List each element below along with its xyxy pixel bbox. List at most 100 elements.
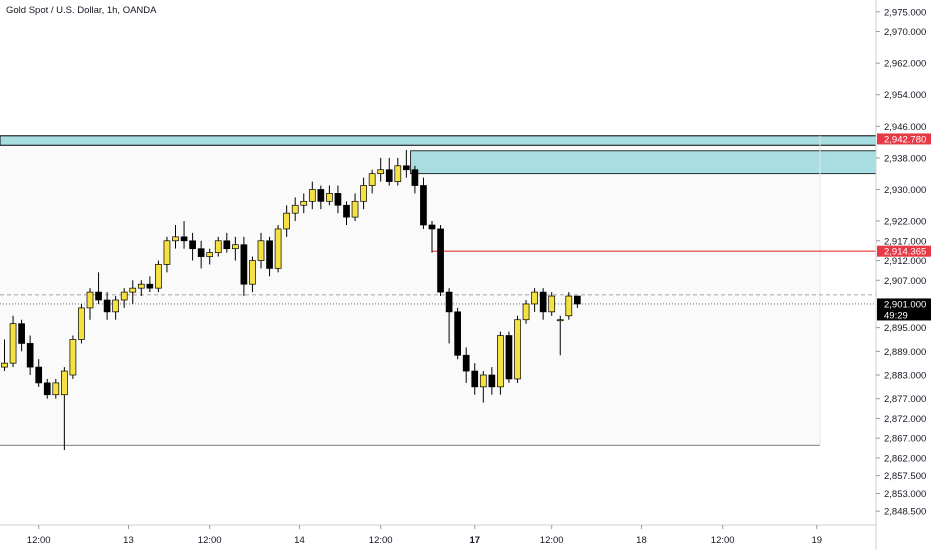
x-tick-label: 19 xyxy=(811,535,822,546)
y-tick-label: 2,848.500 xyxy=(884,507,926,518)
bearish-candle xyxy=(437,228,444,293)
chart-title: Gold Spot / U.S. Dollar, 1h, OANDA xyxy=(6,5,157,16)
bearish-candle xyxy=(26,343,34,368)
y-tick-label: 2,962.000 xyxy=(884,59,926,70)
bullish-candle xyxy=(249,260,256,285)
bearish-candle xyxy=(573,295,581,305)
bullish-candle xyxy=(326,193,333,202)
bearish-candle xyxy=(180,236,188,242)
y-tick-label: 2,889.000 xyxy=(884,347,926,358)
bullish-candle xyxy=(214,240,222,253)
x-tick-label: 12:00 xyxy=(198,535,222,546)
resistance-price-tag-bg xyxy=(877,245,931,257)
bullish-candle xyxy=(351,200,359,218)
bullish-candle xyxy=(360,185,367,202)
bullish-candle xyxy=(137,283,145,289)
upper-zone-price-tag: 2,942.780 xyxy=(884,134,926,145)
y-tick-label: 2,862.000 xyxy=(884,453,926,464)
y-tick-label: 2,938.000 xyxy=(884,153,926,164)
bullish-candle xyxy=(60,370,68,396)
y-tick-label: 2,970.000 xyxy=(884,27,926,38)
bearish-candle xyxy=(266,240,273,269)
y-tick-label: 2,877.000 xyxy=(884,394,926,405)
x-tick-label: 14 xyxy=(294,535,305,546)
bearish-candle xyxy=(488,374,496,388)
bullish-candle xyxy=(155,264,162,289)
bullish-candle xyxy=(300,200,308,206)
bearish-candle xyxy=(197,248,205,257)
y-tick-label: 2,853.000 xyxy=(884,489,926,500)
bearish-candle xyxy=(428,224,436,230)
bullish-candle xyxy=(556,319,564,322)
y-tick-label: 2,907.000 xyxy=(884,276,926,287)
x-tick-label: 12:00 xyxy=(711,535,735,546)
x-tick-label: 12:00 xyxy=(27,535,51,546)
bullish-candle xyxy=(257,240,265,261)
resistance-price-tag: 2,914.365 xyxy=(884,247,926,258)
bullish-candle xyxy=(112,299,120,313)
x-tick-label: 17 xyxy=(469,535,480,546)
bullish-candle xyxy=(163,240,171,265)
bearish-candle xyxy=(411,169,419,186)
bearish-candle xyxy=(454,311,461,356)
bullish-candle xyxy=(394,165,402,182)
bullish-candle xyxy=(274,228,282,269)
last-price-tag: 2,901.000 xyxy=(884,299,926,310)
bearish-candle xyxy=(146,283,154,289)
bullish-candle xyxy=(479,374,487,388)
bullish-candle xyxy=(283,212,290,230)
bullish-candle xyxy=(52,382,60,396)
bullish-candle xyxy=(565,295,573,317)
bullish-candle xyxy=(172,236,179,242)
bullish-candle xyxy=(69,339,77,376)
bullish-candle xyxy=(522,303,530,321)
bearish-candle xyxy=(240,244,248,285)
y-tick-label: 2,883.000 xyxy=(884,371,926,382)
y-tick-label: 2,930.000 xyxy=(884,185,926,196)
bearish-candle xyxy=(445,291,453,313)
bearish-candle xyxy=(103,299,111,313)
bearish-candle xyxy=(420,185,427,226)
bullish-candle xyxy=(531,291,538,305)
bearish-candle xyxy=(95,291,102,301)
bullish-candle xyxy=(86,291,94,309)
bullish-candle xyxy=(120,291,128,301)
bullish-candle xyxy=(377,169,385,175)
bullish-candle xyxy=(514,319,521,380)
y-tick-label: 2,975.000 xyxy=(884,7,926,18)
y-tick-label: 2,867.000 xyxy=(884,434,926,445)
bullish-candle xyxy=(78,307,85,340)
bullish-candle xyxy=(232,244,239,250)
x-tick-label: 12:00 xyxy=(540,535,564,546)
y-tick-label: 2,857.500 xyxy=(884,471,926,482)
bearish-candle xyxy=(18,323,25,344)
bullish-candle xyxy=(1,362,8,368)
bearish-candle xyxy=(539,291,547,313)
bearish-candle xyxy=(189,240,196,250)
y-tick-label: 2,895.000 xyxy=(884,323,926,334)
last-price-tag-countdown: 49:29 xyxy=(884,310,908,321)
bearish-candle xyxy=(462,354,470,372)
bearish-candle xyxy=(471,370,479,388)
bullish-candle xyxy=(497,335,504,388)
supply-zone xyxy=(410,150,877,175)
upper-zone xyxy=(0,135,877,146)
bullish-candle xyxy=(368,173,376,186)
bearish-candle xyxy=(343,204,350,218)
bullish-candle xyxy=(291,204,299,214)
upper-zone-price-tag-bg xyxy=(877,133,931,145)
range-background xyxy=(0,135,820,446)
bearish-candle xyxy=(505,335,513,380)
bearish-candle xyxy=(317,189,325,202)
bullish-candle xyxy=(9,323,17,364)
bearish-candle xyxy=(35,366,43,384)
y-tick-label: 2,917.000 xyxy=(884,236,926,247)
y-tick-label: 2,922.000 xyxy=(884,217,926,228)
y-tick-label: 2,946.000 xyxy=(884,122,926,133)
x-tick-label: 13 xyxy=(123,535,134,546)
y-tick-label: 2,954.000 xyxy=(884,90,926,101)
bearish-candle xyxy=(385,169,393,182)
bearish-candle xyxy=(43,382,51,396)
